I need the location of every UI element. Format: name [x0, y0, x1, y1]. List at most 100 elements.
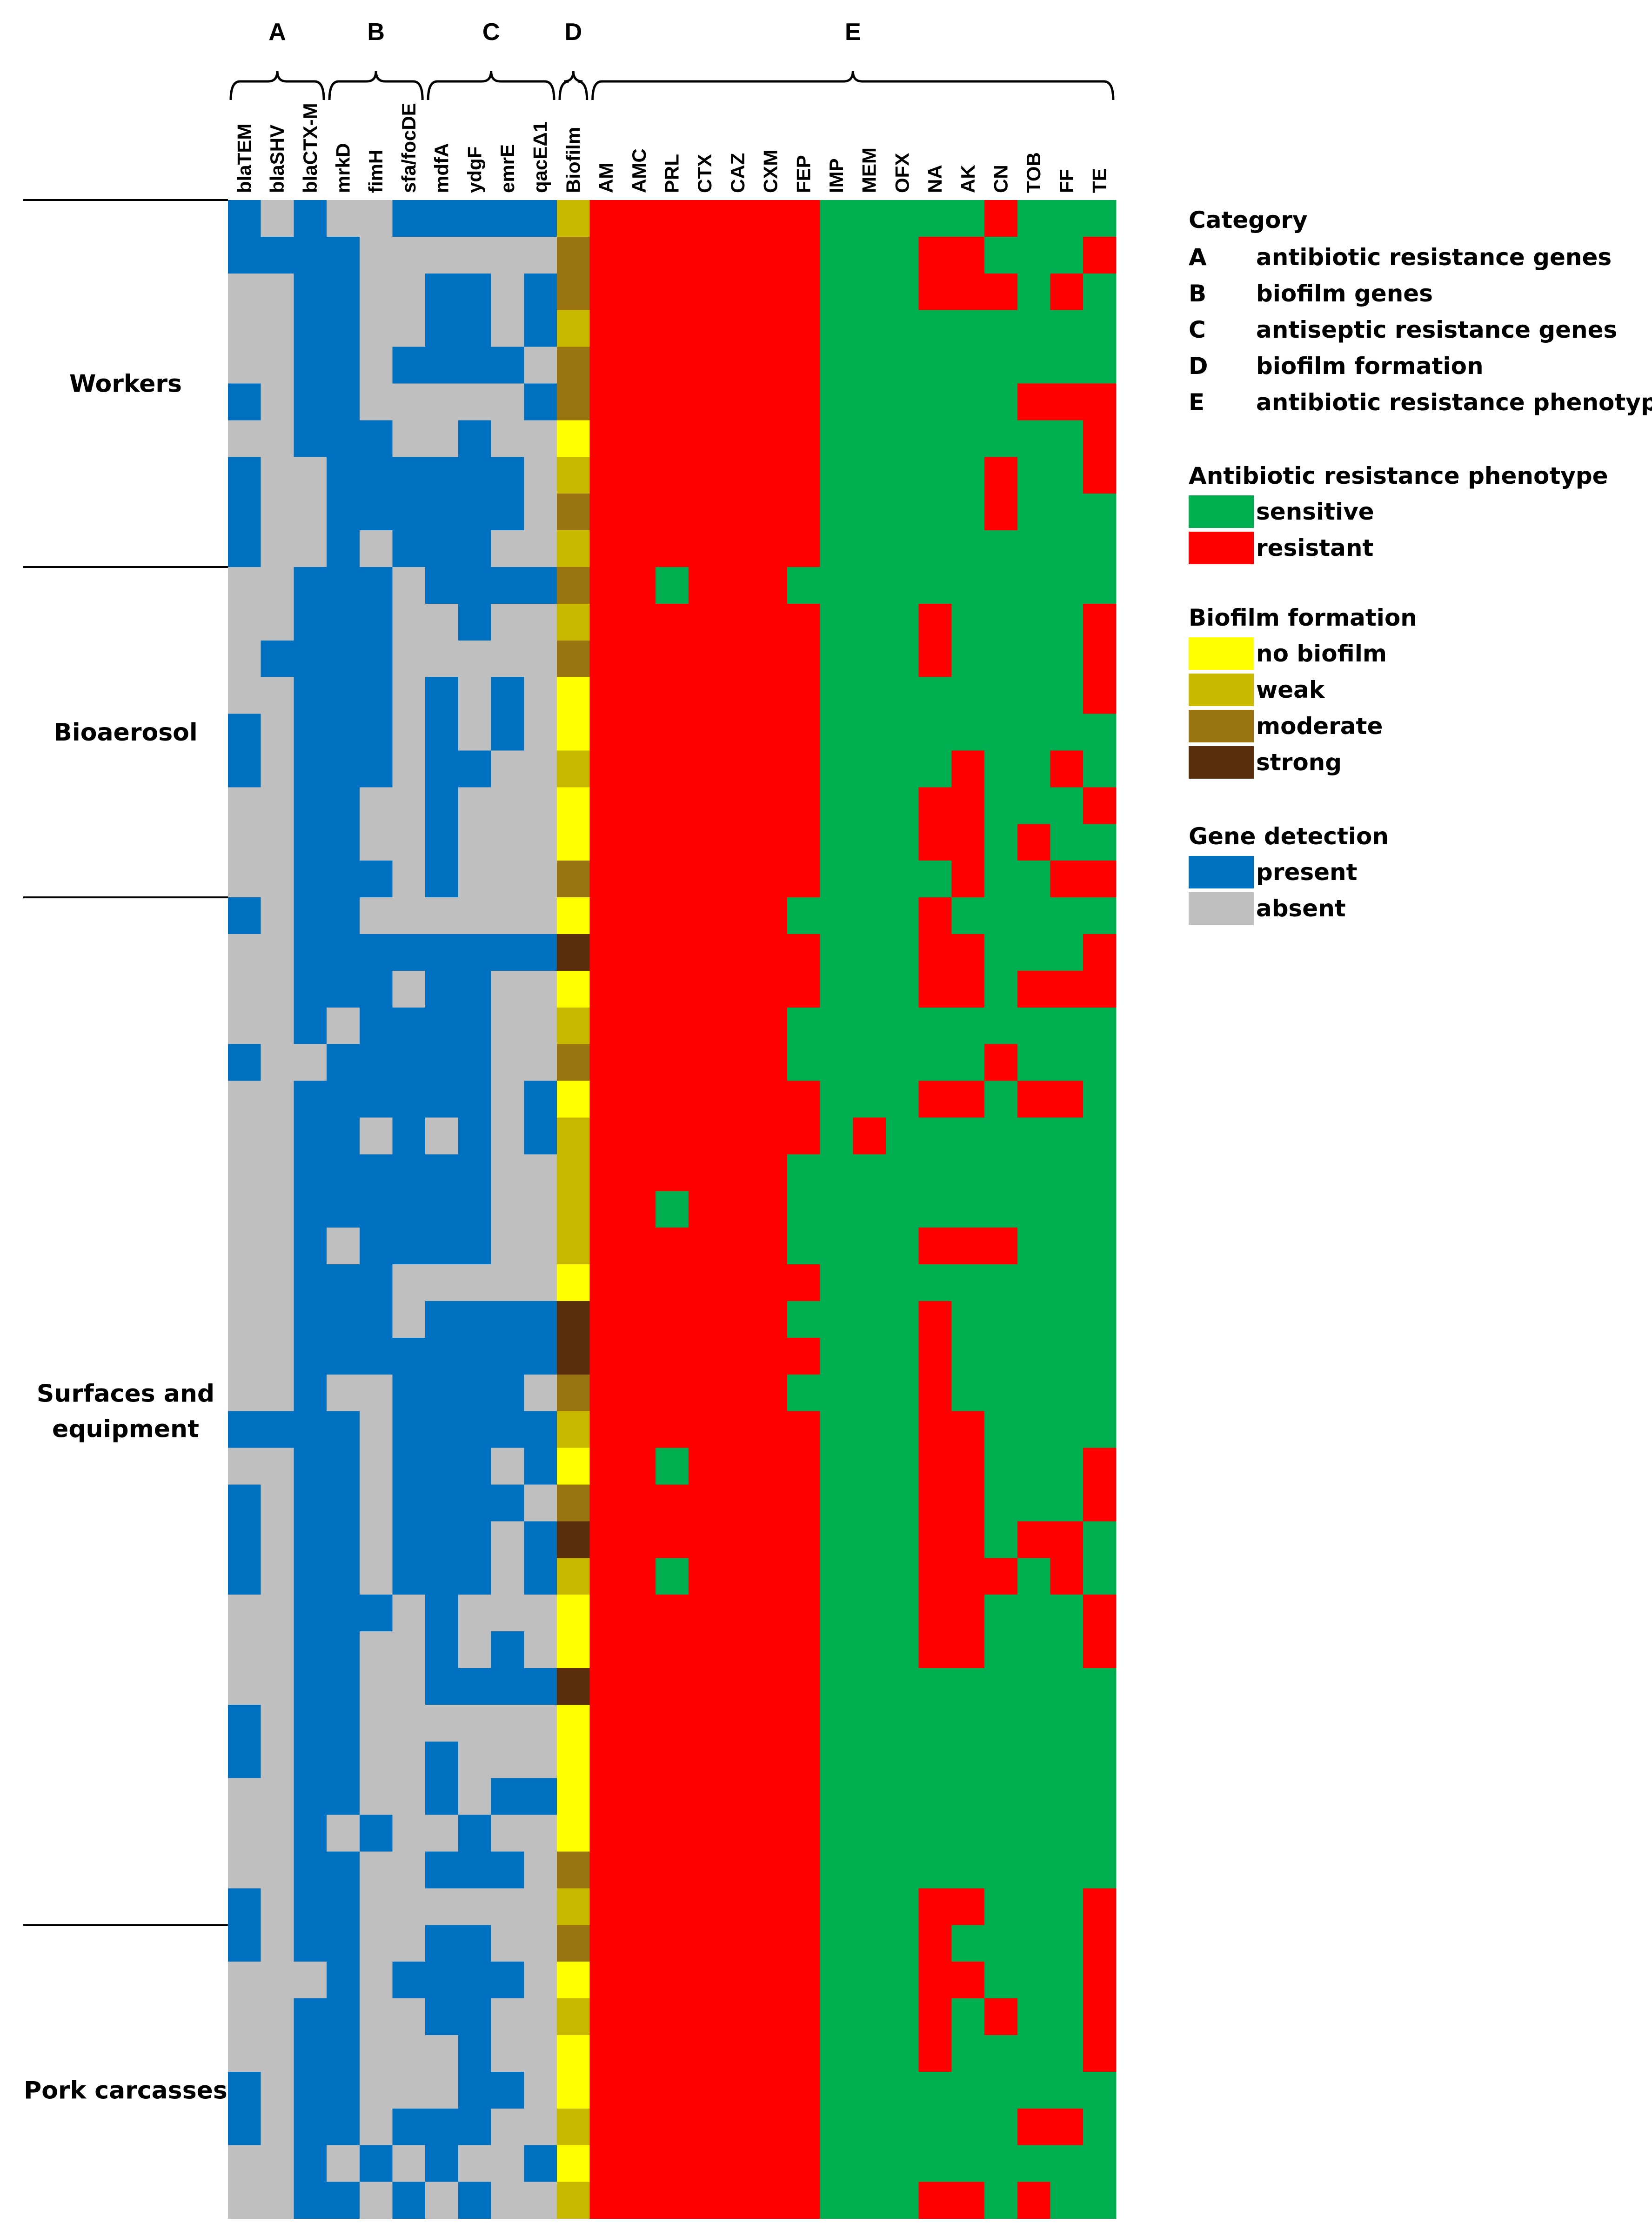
heatmap-cell-r7-ctx [688, 420, 722, 457]
heatmap-cell-r38-sfa-focde [392, 1558, 426, 1595]
heatmap-cell-r24-ak [951, 1044, 985, 1081]
heatmap-cell-r55-sfa-focde [392, 2182, 426, 2219]
heatmap-cell-r6-na [918, 383, 952, 421]
heatmap-cell-r30-biofilm [557, 1264, 590, 1302]
heatmap-cell-r49-mem [853, 1962, 886, 1999]
heatmap-cell-r52-blactx-m [294, 2071, 327, 2109]
heatmap-cell-r19-amc [622, 861, 656, 898]
heatmap-cell-r42-caz [721, 1704, 755, 1742]
heatmap-cell-r16-am [589, 750, 623, 788]
legend-gene-title: Gene detection [1189, 823, 1389, 850]
heatmap-cell-r7-blactx-m [294, 420, 327, 457]
heatmap-cell-r48-ctx [688, 1925, 722, 1962]
heatmap-cell-r31-te [1083, 1301, 1117, 1338]
heatmap-cell-r37-blashv [261, 1521, 294, 1558]
heatmap-cell-r34-biofilm [557, 1411, 590, 1449]
heatmap-cell-r53-fimh [359, 2108, 393, 2146]
heatmap-cell-r10-te [1083, 530, 1117, 567]
heatmap-cell-r21-caz [721, 934, 755, 971]
heatmap-cell-r19-imp [820, 861, 853, 898]
heatmap-cell-r4-ydgf [458, 310, 492, 347]
heatmap-cell-r36-amc [622, 1484, 656, 1522]
heatmap-cell-r50-na [918, 1998, 952, 2036]
heatmap-cell-r40-cxm [754, 1631, 788, 1669]
heatmap-cell-r18-imp [820, 824, 853, 861]
heatmap-cell-r10-cn [984, 530, 1018, 567]
heatmap-cell-r48-cn [984, 1925, 1018, 1962]
heatmap-cell-r34-am [589, 1411, 623, 1449]
heatmap-cell-r13-prl [655, 640, 689, 678]
heatmap-cell-r8-ctx [688, 457, 722, 494]
heatmap-cell-r40-mdfa [425, 1631, 459, 1669]
heatmap-cell-r2-fimh [359, 236, 393, 274]
heatmap-cell-r22-amc [622, 970, 656, 1008]
heatmap-cell-r39-sfa-focde [392, 1595, 426, 1632]
heatmap-cell-r53-mdfa [425, 2108, 459, 2146]
heatmap-cell-r13-mem [853, 640, 886, 678]
legend-biofilm-title: Biofilm formation [1189, 604, 1417, 631]
heatmap-cell-r44-blashv [261, 1778, 294, 1816]
heatmap-cell-r2-ff [1050, 236, 1083, 274]
heatmap-cell-r51-ff [1050, 2035, 1083, 2072]
column-header-blatem: blaTEM [233, 124, 255, 193]
heatmap-cell-r17-am [589, 787, 623, 824]
heatmap-cell-r37-qace-1 [524, 1521, 557, 1558]
heatmap-cell-r8-te [1083, 457, 1117, 494]
heatmap-cell-r41-ak [951, 1668, 985, 1705]
heatmap-cell-r41-ff [1050, 1668, 1083, 1705]
row-group-label-pork-carcasses: Pork carcasses [24, 2076, 227, 2104]
heatmap-cell-r2-cn [984, 236, 1018, 274]
heatmap-cell-r13-blashv [261, 640, 294, 678]
heatmap-cell-r8-fep [787, 457, 821, 494]
heatmap-cell-r38-fimh [359, 1558, 393, 1595]
heatmap-cell-r45-te [1083, 1815, 1117, 1852]
heatmap-cell-r46-sfa-focde [392, 1851, 426, 1889]
heatmap-cell-r47-blatem [228, 1888, 261, 1925]
heatmap-cell-r30-mem [853, 1264, 886, 1302]
heatmap-cell-r33-amc [622, 1374, 656, 1412]
heatmap-cell-r40-te [1083, 1631, 1117, 1669]
heatmap-cell-r35-fimh [359, 1448, 393, 1485]
heatmap-cell-r20-ofx [886, 897, 919, 935]
heatmap-cell-r1-am [589, 200, 623, 237]
legend-category-letter-d: D [1189, 353, 1208, 380]
heatmap-cell-r46-ff [1050, 1851, 1083, 1889]
heatmap-cell-r2-mrkd [327, 236, 360, 274]
heatmap-cell-r21-mem [853, 934, 886, 971]
heatmap-cell-r20-caz [721, 897, 755, 935]
heatmap-cell-r26-ak [951, 1117, 985, 1155]
heatmap-cell-r47-te [1083, 1888, 1117, 1925]
heatmap-cell-r10-ak [951, 530, 985, 567]
heatmap-cell-r1-mem [853, 200, 886, 237]
heatmap-cell-r53-ctx [688, 2108, 722, 2146]
heatmap-cell-r16-te [1083, 750, 1117, 788]
heatmap-cell-r34-ff [1050, 1411, 1083, 1449]
heatmap-cell-r24-mrkd [327, 1044, 360, 1081]
heatmap-cell-r9-cxm [754, 494, 788, 531]
heatmap-cell-r26-emre [491, 1117, 524, 1155]
heatmap-cell-r43-ydgf [458, 1741, 492, 1779]
heatmap-cell-r34-ofx [886, 1411, 919, 1449]
heatmap-cell-r23-mdfa [425, 1007, 459, 1045]
heatmap-cell-r50-sfa-focde [392, 1998, 426, 2036]
heatmap-cell-r2-imp [820, 236, 853, 274]
heatmap-cell-r14-blashv [261, 677, 294, 714]
heatmap-cell-r51-fep [787, 2035, 821, 2072]
heatmap-cell-r35-emre [491, 1448, 524, 1485]
heatmap-cell-r21-ydgf [458, 934, 492, 971]
heatmap-cell-r13-blatem [228, 640, 261, 678]
heatmap-cell-r33-te [1083, 1374, 1117, 1412]
heatmap-cell-r45-mem [853, 1815, 886, 1852]
heatmap-cell-r22-qace-1 [524, 970, 557, 1008]
heatmap-cell-r43-emre [491, 1741, 524, 1779]
heatmap-cell-r20-ctx [688, 897, 722, 935]
heatmap-cell-r31-am [589, 1301, 623, 1338]
heatmap-cell-r36-sfa-focde [392, 1484, 426, 1522]
heatmap-cell-r20-te [1083, 897, 1117, 935]
heatmap-cell-r11-cn [984, 567, 1018, 604]
heatmap-cell-r6-mem [853, 383, 886, 421]
heatmap-cell-r29-mem [853, 1228, 886, 1265]
heatmap-cell-r24-caz [721, 1044, 755, 1081]
heatmap-cell-r33-fimh [359, 1374, 393, 1412]
heatmap-cell-r3-emre [491, 273, 524, 311]
